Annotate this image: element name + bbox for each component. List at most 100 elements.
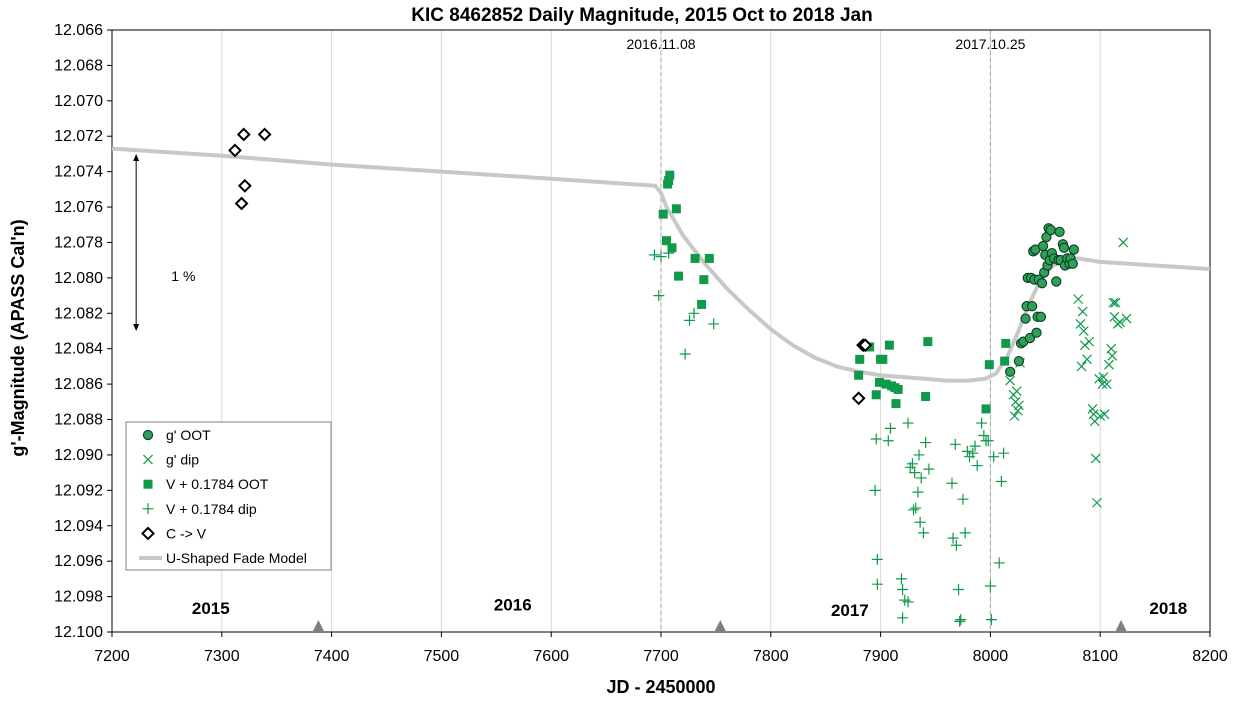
legend: g' OOT g' dip V + 0.1784 OOT V + 0.1784 dip… bbox=[125, 421, 332, 571]
y-tick-label: 12.066 bbox=[54, 22, 103, 39]
data-point bbox=[871, 390, 881, 400]
data-point bbox=[891, 399, 901, 409]
data-point bbox=[923, 463, 935, 475]
data-point bbox=[674, 271, 684, 281]
data-point bbox=[688, 307, 700, 319]
data-point bbox=[1001, 338, 1011, 348]
data-point bbox=[1000, 356, 1010, 366]
y-tick-label: 12.098 bbox=[54, 589, 103, 606]
data-point bbox=[1108, 297, 1119, 308]
data-point bbox=[908, 504, 920, 516]
data-point bbox=[906, 458, 918, 470]
data-point bbox=[1026, 301, 1038, 312]
data-point bbox=[1051, 276, 1062, 287]
data-point bbox=[690, 253, 700, 263]
year-label: 2017 bbox=[831, 601, 869, 620]
data-point bbox=[884, 422, 896, 434]
x-tick-label: 7200 bbox=[94, 648, 130, 665]
data-point bbox=[648, 249, 660, 261]
annotations: 2016.11.08 2017.10.25 1 % 2015 2016 2017 2018 bbox=[171, 36, 1187, 620]
data-point bbox=[699, 275, 709, 285]
data-point bbox=[1035, 311, 1047, 322]
data-point bbox=[1013, 355, 1025, 367]
data-point bbox=[871, 553, 883, 565]
data-point bbox=[704, 253, 714, 263]
data-point bbox=[915, 472, 927, 484]
data-point bbox=[897, 584, 909, 596]
data-point bbox=[1073, 294, 1084, 305]
legend-label: g' OOT bbox=[166, 427, 211, 443]
data-point bbox=[1020, 313, 1031, 324]
y-tick-label: 12.080 bbox=[54, 270, 103, 287]
data-point bbox=[993, 557, 1005, 569]
data-point bbox=[981, 404, 991, 414]
annotation-label: 1 % bbox=[171, 268, 195, 284]
data-point bbox=[902, 596, 914, 608]
y-tick-label: 12.078 bbox=[54, 234, 103, 251]
data-point bbox=[1005, 375, 1016, 386]
data-point bbox=[1098, 372, 1109, 382]
year-label: 2018 bbox=[1149, 599, 1187, 618]
year-markers bbox=[312, 620, 1128, 632]
y-tick-label: 12.084 bbox=[54, 341, 103, 358]
data-point bbox=[664, 176, 674, 185]
y-tick-label: 12.086 bbox=[54, 376, 103, 393]
y-tick-label: 12.074 bbox=[54, 164, 103, 181]
series-plus bbox=[648, 247, 1010, 627]
data-point bbox=[1036, 278, 1048, 289]
data-point bbox=[921, 392, 931, 402]
data-point bbox=[869, 484, 881, 496]
one-percent-arrow bbox=[133, 153, 140, 331]
data-point bbox=[1067, 258, 1078, 269]
data-point bbox=[661, 236, 671, 246]
data-point bbox=[667, 243, 677, 253]
legend-marker bbox=[142, 503, 154, 515]
data-point bbox=[236, 127, 251, 142]
data-point bbox=[982, 435, 994, 447]
data-point bbox=[1005, 366, 1016, 377]
data-point bbox=[1024, 332, 1036, 344]
data-point bbox=[855, 354, 865, 364]
x-tick-label: 7400 bbox=[314, 648, 350, 665]
data-point bbox=[1011, 386, 1022, 397]
data-point bbox=[949, 438, 961, 450]
data-point bbox=[875, 377, 885, 387]
data-point bbox=[985, 614, 997, 626]
data-point bbox=[1014, 400, 1024, 411]
data-point bbox=[878, 354, 888, 364]
data-point bbox=[957, 493, 969, 505]
data-point bbox=[995, 476, 1007, 487]
data-point bbox=[947, 532, 959, 544]
data-point bbox=[1115, 317, 1125, 328]
data-point bbox=[1054, 226, 1065, 237]
data-point bbox=[228, 143, 242, 158]
data-point bbox=[978, 429, 990, 441]
data-point bbox=[976, 417, 988, 429]
data-point bbox=[851, 391, 866, 406]
y-tick-label: 12.100 bbox=[54, 624, 103, 641]
data-point bbox=[1121, 313, 1132, 324]
data-point bbox=[882, 435, 894, 447]
data-point bbox=[671, 204, 681, 214]
data-point bbox=[881, 379, 891, 389]
y-tick-label: 12.076 bbox=[54, 199, 103, 216]
data-point bbox=[1101, 379, 1112, 390]
data-point bbox=[665, 170, 675, 180]
data-point bbox=[1110, 297, 1121, 308]
y-axis: 12.066 12.068 12.070 12.072 12.074 12.076 12.0… bbox=[54, 22, 112, 641]
data-point bbox=[653, 290, 665, 302]
data-point bbox=[1031, 327, 1042, 338]
data-point bbox=[998, 447, 1010, 459]
x-tick-label: 8000 bbox=[973, 648, 1009, 665]
data-point bbox=[1091, 497, 1102, 508]
x-tick-label: 7800 bbox=[753, 648, 789, 665]
data-point bbox=[1104, 359, 1114, 370]
data-point bbox=[257, 127, 272, 142]
y-axis-title: g'-Magnitude (APASS Cal'n) bbox=[8, 219, 28, 456]
legend-label: U-Shaped Fade Model bbox=[166, 550, 307, 566]
data-point bbox=[955, 614, 967, 626]
y-tick-label: 12.082 bbox=[54, 305, 103, 322]
data-point bbox=[897, 612, 909, 624]
x-tick-label: 7700 bbox=[643, 648, 679, 665]
data-marks bbox=[228, 127, 1132, 627]
